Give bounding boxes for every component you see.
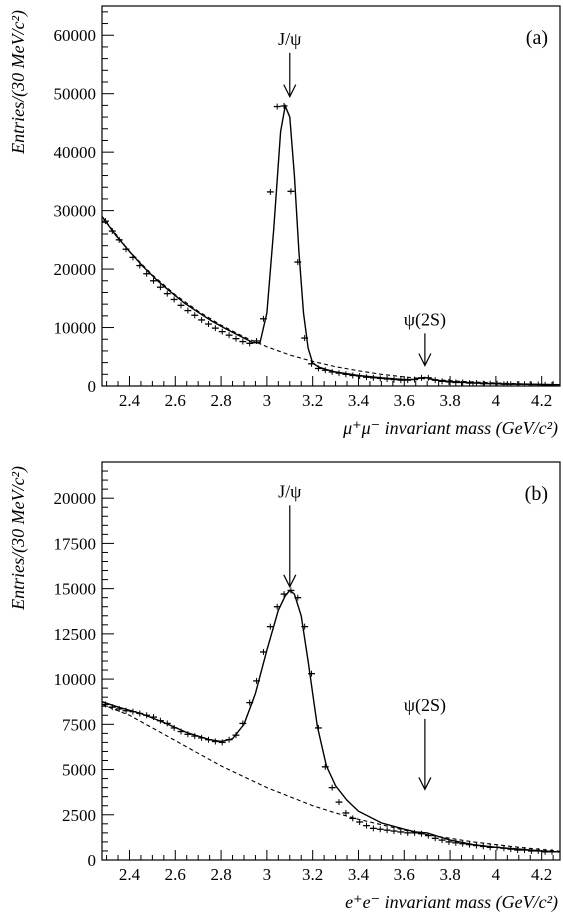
y-tick-label: 10000 — [54, 319, 97, 338]
x-tick-label: 3.6 — [394, 865, 415, 884]
background-curve — [102, 703, 560, 852]
jpsi-label: J/ψ — [278, 29, 302, 49]
chart-panel-a: 2.4 2.6 2.8 3 3.2 3.4 3.6 3.8 4 4.2 0 10000 20000 300… — [8, 5, 561, 439]
annotation-arrow-head — [283, 574, 297, 589]
plot-frame — [101, 5, 561, 387]
data-points — [102, 587, 556, 855]
x-tick-label: 4 — [492, 391, 501, 410]
x-tick-label: 3.4 — [348, 391, 370, 410]
y-tick-label: 7500 — [62, 715, 96, 734]
x-tick-label: 2.6 — [165, 391, 186, 410]
y-tick-label: 20000 — [54, 260, 97, 279]
y-tick-label: 17500 — [54, 534, 97, 553]
y-tick-label: 30000 — [54, 202, 97, 221]
y-tick-label: 40000 — [54, 143, 97, 162]
y-tick-label: 20000 — [54, 489, 97, 508]
y-tick-label: 50000 — [54, 85, 97, 104]
annotation-arrow-head — [418, 777, 432, 791]
x-tick-label: 3.4 — [348, 865, 370, 884]
y-tick-label: 15000 — [54, 580, 97, 599]
x-tick-label: 2.8 — [210, 865, 231, 884]
x-tick-label: 3.6 — [394, 391, 415, 410]
y-tick-label: 5000 — [62, 761, 96, 780]
y-tick-label: 0 — [88, 851, 97, 870]
x-tick-label: 3.2 — [302, 391, 323, 410]
data-points — [102, 102, 556, 386]
y-axis-title: Entries/(30 MeV/c²) — [8, 466, 29, 611]
fit-curve — [102, 103, 560, 386]
x-tick-label: 3 — [263, 391, 272, 410]
y-tick-label: 60000 — [54, 26, 97, 45]
panel-label: (a) — [526, 27, 548, 49]
x-tick-label: 4 — [492, 865, 501, 884]
x-tick-label: 4.2 — [531, 391, 552, 410]
x-tick-label: 4.2 — [531, 865, 552, 884]
y-tick-label: 0 — [88, 377, 97, 396]
y-tick-label: 2500 — [62, 806, 96, 825]
x-tick-label: 2.8 — [210, 391, 231, 410]
x-axis-title: μ⁺μ⁻ invariant mass (GeV/c²) — [342, 418, 558, 439]
panel-label: (b) — [525, 483, 548, 505]
y-axis-title: Entries/(30 MeV/c²) — [8, 10, 29, 155]
x-tick-label: 2.6 — [165, 865, 186, 884]
psi2s-label: ψ(2S) — [404, 695, 446, 716]
plot-frame — [101, 461, 561, 861]
jpsi-label: J/ψ — [278, 481, 302, 501]
y-tick-label: 12500 — [54, 625, 97, 644]
fit-curve — [102, 589, 560, 853]
annotation-arrow-head — [283, 84, 297, 98]
x-tick-label: 2.4 — [119, 865, 141, 884]
x-tick-label: 3.2 — [302, 865, 323, 884]
x-axis-title: e⁺e⁻ invariant mass (GeV/c²) — [345, 892, 558, 913]
annotation-arrow-head — [418, 353, 432, 367]
y-tick-label: 10000 — [54, 670, 97, 689]
chart-panel-b: 2.4 2.6 2.8 3 3.2 3.4 3.6 3.8 4 4.2 0 2500 5000 7500 1… — [8, 461, 561, 913]
psi2s-label: ψ(2S) — [404, 309, 446, 330]
x-tick-label: 3.8 — [439, 391, 460, 410]
x-tick-label: 2.4 — [119, 391, 141, 410]
x-tick-label: 3.8 — [439, 865, 460, 884]
background-curve — [102, 216, 560, 386]
x-tick-label: 3 — [263, 865, 272, 884]
